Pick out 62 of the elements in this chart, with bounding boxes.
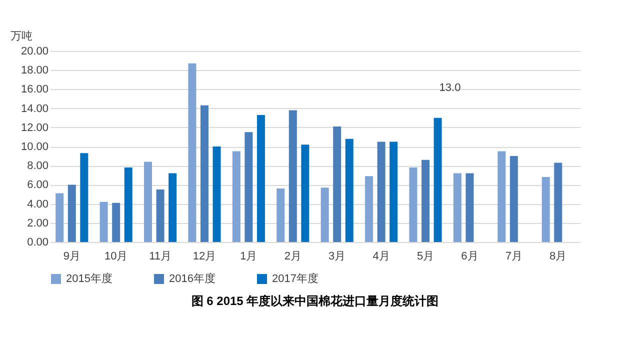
bar — [409, 168, 418, 242]
bar — [276, 188, 285, 242]
y-tick-label: 20.00 — [20, 46, 48, 58]
bar — [144, 162, 152, 242]
bar — [156, 189, 164, 242]
x-tick-label: 10月 — [104, 250, 128, 262]
bar — [200, 105, 208, 242]
annotation: 13.0 — [439, 82, 461, 94]
bar — [453, 173, 462, 242]
bar — [377, 142, 386, 242]
y-tick-label: 6.00 — [27, 179, 48, 192]
bar — [288, 110, 297, 242]
x-tick-label: 1月 — [240, 250, 258, 262]
y-tick-label: 2.00 — [27, 217, 48, 230]
x-tick-label: 12月 — [192, 250, 216, 262]
x-tick-label: 7月 — [505, 250, 522, 262]
y-tick-label: 12.00 — [20, 122, 48, 134]
bar — [212, 146, 221, 242]
bar — [80, 153, 88, 242]
bar — [542, 177, 550, 242]
bar — [345, 138, 354, 242]
y-tick-label: 10.00 — [20, 141, 48, 153]
bar — [112, 202, 120, 242]
bar — [244, 132, 253, 242]
y-tick-label: 18.00 — [20, 64, 48, 77]
y-tick-label: 8.00 — [27, 160, 48, 172]
bar — [301, 144, 310, 242]
x-tick-label: 11月 — [149, 250, 172, 262]
bar — [124, 168, 132, 242]
bar — [554, 162, 562, 242]
y-tick-label: 16.00 — [20, 84, 48, 96]
bar — [434, 118, 442, 242]
bar — [188, 63, 196, 242]
bar — [390, 142, 398, 242]
legend-label: 2017年度 — [272, 272, 318, 285]
y-tick-label: 14.00 — [20, 102, 48, 115]
bar — [422, 160, 430, 242]
y-axis-title: 万吨 — [10, 30, 32, 42]
x-tick-label: 9月 — [63, 250, 80, 262]
legend-label: 2015年度 — [66, 272, 112, 285]
bar — [256, 114, 265, 242]
legend-label: 2016年度 — [169, 272, 216, 285]
bar — [168, 173, 177, 242]
bar — [510, 156, 518, 242]
x-tick-label: 6月 — [461, 250, 478, 262]
bar — [68, 184, 76, 242]
y-tick-label: 4.00 — [27, 198, 48, 210]
x-tick-label: 2月 — [284, 250, 302, 262]
bar — [56, 193, 64, 242]
x-tick-label: 5月 — [416, 250, 434, 262]
bar — [365, 176, 374, 242]
y-tick-label: 0.00 — [27, 236, 48, 248]
bar — [498, 151, 506, 242]
bar — [100, 202, 108, 242]
bar — [333, 126, 342, 242]
x-tick-label: 4月 — [372, 250, 390, 262]
x-tick-label: 3月 — [328, 250, 346, 262]
bar — [466, 173, 474, 242]
x-tick-label: 8月 — [550, 250, 567, 262]
bar — [232, 151, 240, 242]
bar — [320, 188, 329, 242]
text: 图 6 2015 年度以来中国棉花进口量月度统计图 — [191, 294, 439, 308]
